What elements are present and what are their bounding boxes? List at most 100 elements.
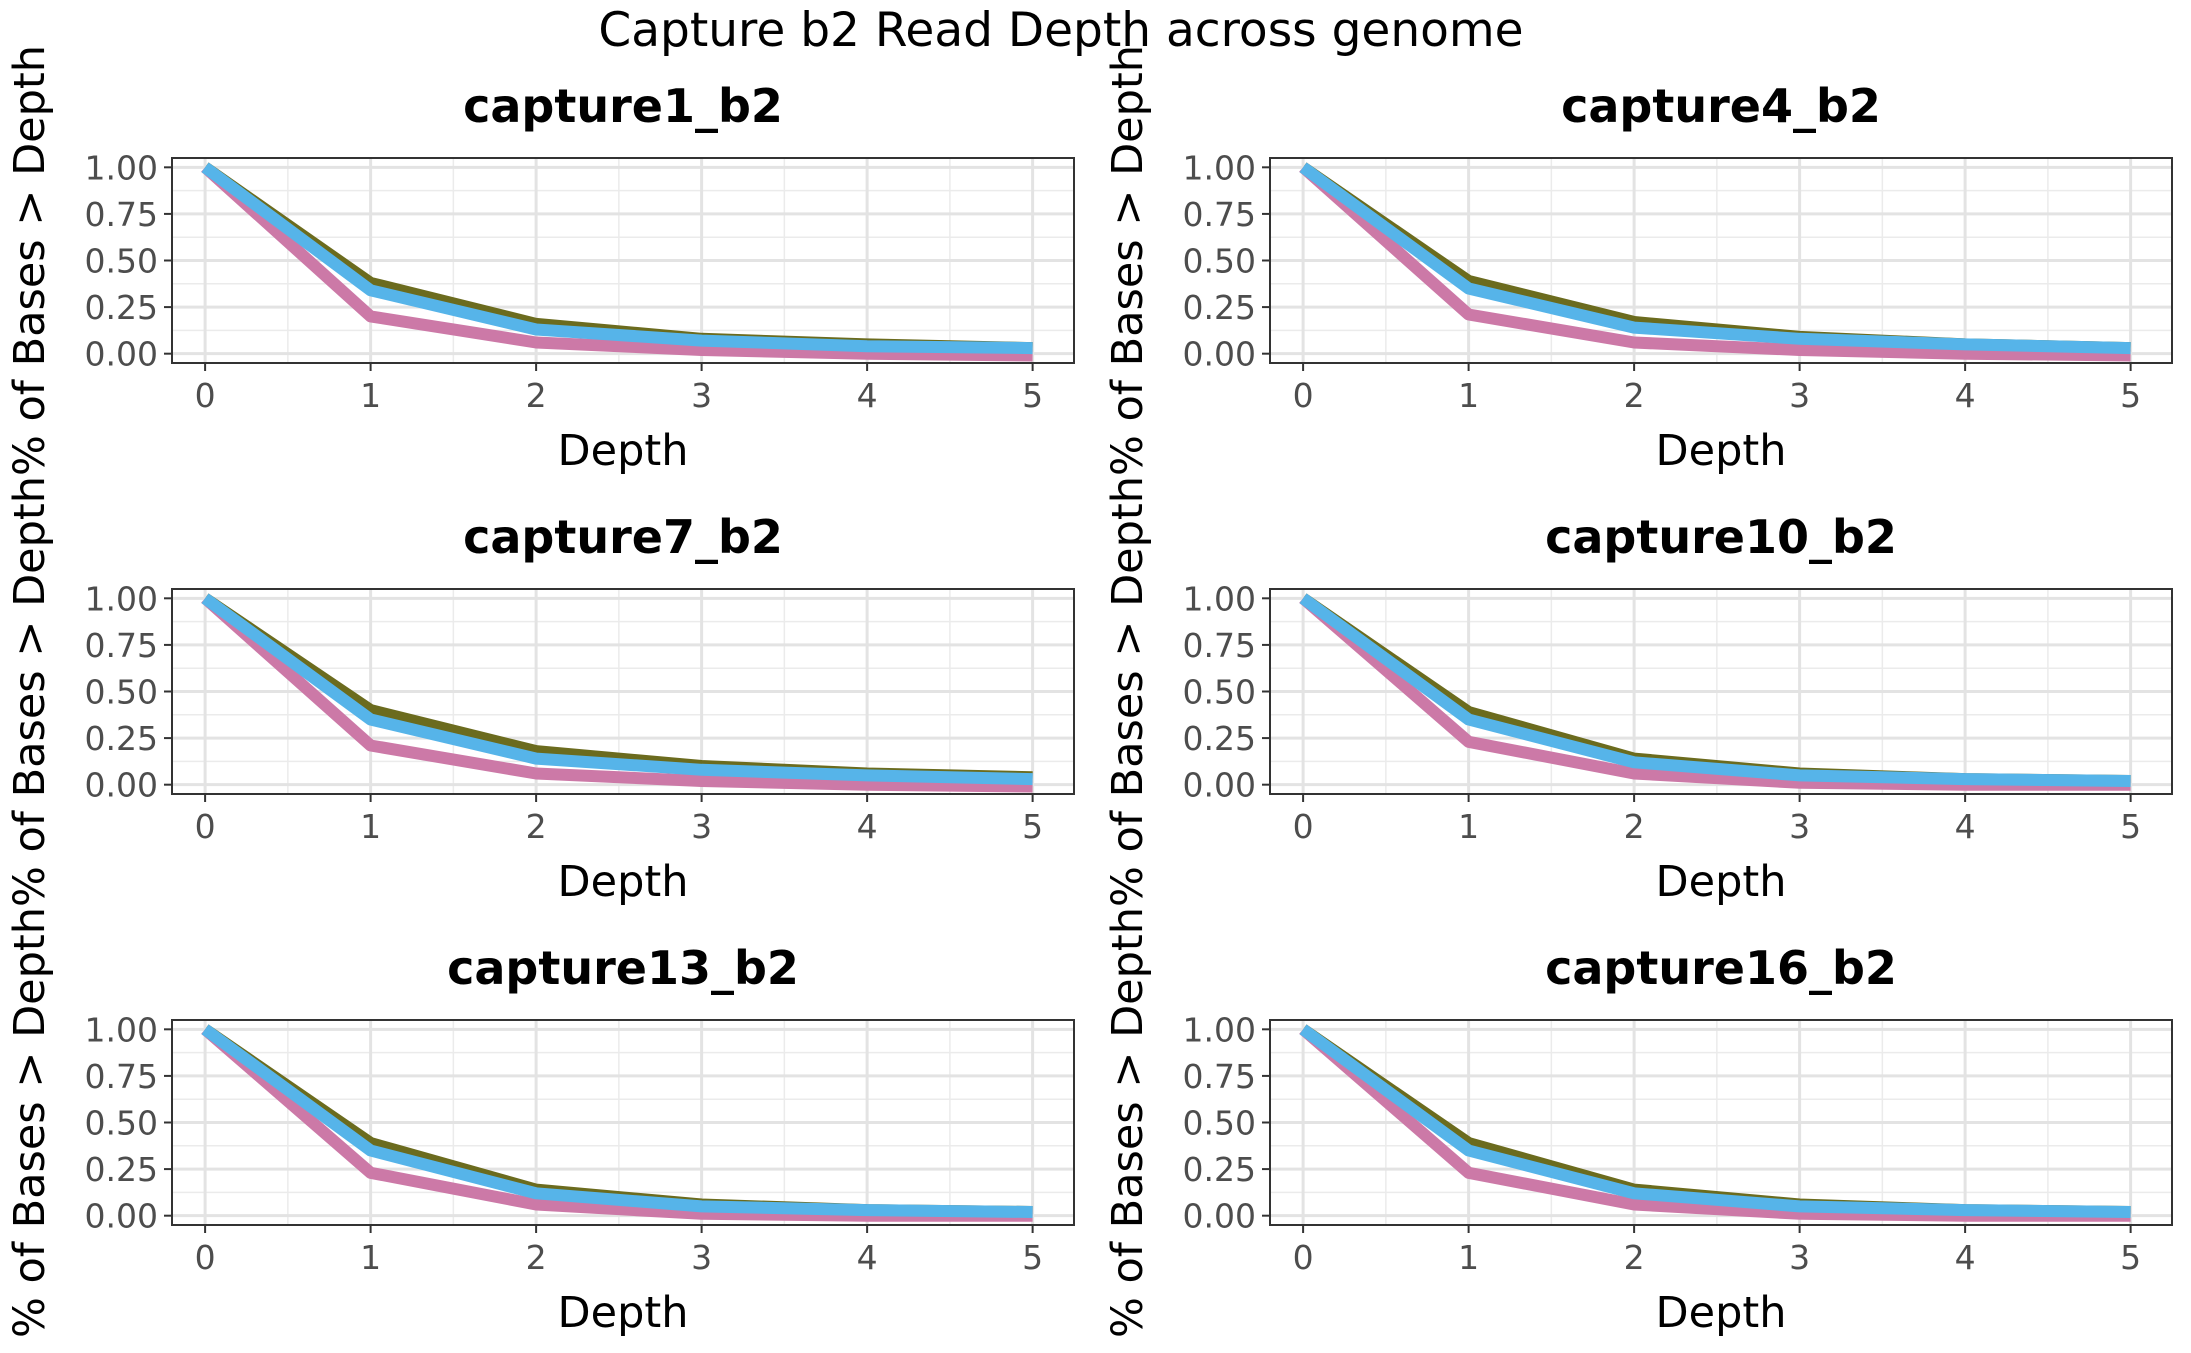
y-axis-label: % of Bases > Depth — [5, 907, 55, 1338]
series-line-2 — [201, 593, 1033, 793]
x-tick-label: 5 — [1022, 376, 1043, 415]
x-tick-label: 3 — [691, 807, 712, 846]
y-tick-label: 0.50 — [85, 673, 158, 712]
x-tick-label: 5 — [2120, 376, 2141, 415]
y-tick-label: 0.00 — [1183, 1197, 1256, 1236]
x-tick-label: 1 — [1458, 1238, 1479, 1277]
x-tick-label: 2 — [526, 376, 547, 415]
y-tick-label: 0.25 — [85, 719, 158, 758]
series-line-3 — [1299, 1024, 2131, 1218]
x-axis-label: Depth — [558, 1288, 689, 1338]
x-tick-label: 4 — [1955, 376, 1976, 415]
x-tick-label: 3 — [691, 376, 712, 415]
y-tick-label: 0.75 — [85, 1057, 158, 1096]
panel-title: capture4_b2 — [1561, 79, 1881, 133]
x-tick-label: 1 — [1458, 376, 1479, 415]
panel-title: capture7_b2 — [463, 510, 783, 564]
series-line-2 — [1299, 162, 2131, 362]
x-tick-label: 5 — [2120, 807, 2141, 846]
panel-5: capture13_b2 0 1 2 3 4 5 0.00 0.25 0.50 0.75 1.00 De… — [5, 907, 1075, 1338]
series-line-3 — [201, 162, 1033, 355]
y-tick-label: 0.25 — [85, 1150, 158, 1189]
x-tick-label: 2 — [526, 1238, 547, 1277]
figure-title: Capture b2 Read Depth across genome — [598, 3, 1523, 58]
y-tick-label: 0.75 — [85, 626, 158, 665]
x-tick-label: 0 — [195, 1238, 216, 1277]
panel-title: capture1_b2 — [463, 79, 783, 133]
y-tick-label: 0.25 — [1183, 1150, 1256, 1189]
y-tick-label: 1.00 — [85, 579, 158, 618]
y-tick-label: 0.25 — [1183, 288, 1256, 327]
y-tick-label: 1.00 — [85, 1010, 158, 1049]
y-axis-label: % of Bases > Depth — [1103, 476, 1153, 907]
y-tick-label: 0.25 — [85, 288, 158, 327]
x-tick-label: 4 — [857, 376, 878, 415]
x-tick-label: 4 — [1955, 807, 1976, 846]
x-axis-label: Depth — [1656, 1288, 1787, 1338]
x-tick-label: 3 — [1789, 1238, 1810, 1277]
x-tick-label: 2 — [1624, 1238, 1645, 1277]
y-tick-label: 0.00 — [85, 1197, 158, 1236]
series-line-3 — [201, 593, 1033, 786]
y-tick-label: 0.50 — [1183, 242, 1256, 281]
series-line-3 — [201, 1024, 1033, 1218]
y-tick-label: 0.25 — [1183, 719, 1256, 758]
series-line-3 — [1299, 593, 2131, 787]
x-tick-label: 0 — [195, 807, 216, 846]
x-axis-label: Depth — [1656, 857, 1787, 907]
x-tick-label: 2 — [1624, 807, 1645, 846]
y-tick-label: 0.50 — [85, 1104, 158, 1143]
y-tick-label: 0.00 — [1183, 335, 1256, 374]
x-tick-label: 0 — [1293, 807, 1314, 846]
y-tick-label: 1.00 — [1183, 148, 1256, 187]
panel-3: capture7_b2 0 1 2 3 4 5 0.00 0.25 0.50 0.75 1.00 Dep… — [5, 476, 1075, 907]
panel-4: capture10_b2 0 1 2 3 4 5 0.00 0.25 0.50 0.75 1.00 De… — [1103, 476, 2173, 907]
y-axis-label: % of Bases > Depth — [5, 45, 55, 476]
x-tick-label: 3 — [1789, 807, 1810, 846]
x-tick-label: 1 — [360, 376, 381, 415]
panel-2: capture4_b2 0 1 2 3 4 5 0.00 0.25 0.50 0.75 1.00 Dep… — [1103, 45, 2173, 476]
y-tick-label: 0.75 — [85, 195, 158, 234]
x-tick-label: 4 — [857, 807, 878, 846]
x-tick-label: 3 — [1789, 376, 1810, 415]
x-tick-label: 5 — [2120, 1238, 2141, 1277]
panel-1: capture1_b2 0 1 2 3 4 5 0.00 0.25 0.50 0.75 1.00 Dep… — [5, 45, 1075, 476]
y-tick-label: 1.00 — [1183, 579, 1256, 618]
y-tick-label: 0.50 — [85, 242, 158, 281]
x-tick-label: 3 — [691, 1238, 712, 1277]
x-tick-label: 4 — [857, 1238, 878, 1277]
panel-title: capture10_b2 — [1545, 510, 1897, 564]
y-axis-label: % of Bases > Depth — [1103, 45, 1153, 476]
x-tick-label: 0 — [1293, 1238, 1314, 1277]
x-tick-label: 1 — [360, 1238, 381, 1277]
x-tick-label: 1 — [360, 807, 381, 846]
panel-title: capture16_b2 — [1545, 941, 1897, 995]
x-axis-label: Depth — [558, 857, 689, 907]
x-tick-label: 0 — [195, 376, 216, 415]
y-tick-label: 1.00 — [1183, 1010, 1256, 1049]
x-tick-label: 5 — [1022, 1238, 1043, 1277]
x-tick-label: 0 — [1293, 376, 1314, 415]
y-tick-label: 0.00 — [1183, 766, 1256, 805]
y-axis-label: % of Bases > Depth — [5, 476, 55, 907]
x-axis-label: Depth — [558, 426, 689, 476]
x-tick-label: 2 — [526, 807, 547, 846]
y-tick-label: 0.75 — [1183, 626, 1256, 665]
y-tick-label: 0.50 — [1183, 1104, 1256, 1143]
y-tick-label: 0.75 — [1183, 195, 1256, 234]
panel-title: capture13_b2 — [447, 941, 799, 995]
x-tick-label: 2 — [1624, 376, 1645, 415]
x-axis-label: Depth — [1656, 426, 1787, 476]
y-axis-label: % of Bases > Depth — [1103, 907, 1153, 1338]
panel-6: capture16_b2 0 1 2 3 4 5 0.00 0.25 0.50 0.75 1.00 De… — [1103, 907, 2173, 1338]
x-tick-label: 1 — [1458, 807, 1479, 846]
y-tick-label: 0.75 — [1183, 1057, 1256, 1096]
y-tick-label: 0.00 — [85, 766, 158, 805]
y-tick-label: 1.00 — [85, 148, 158, 187]
y-tick-label: 0.50 — [1183, 673, 1256, 712]
x-tick-label: 5 — [1022, 807, 1043, 846]
panels: capture1_b2 0 1 2 3 4 5 0.00 0.25 0.50 0.75 1.00 Dep… — [5, 45, 2173, 1338]
series-line-3 — [1299, 162, 2131, 355]
y-tick-label: 0.00 — [85, 335, 158, 374]
